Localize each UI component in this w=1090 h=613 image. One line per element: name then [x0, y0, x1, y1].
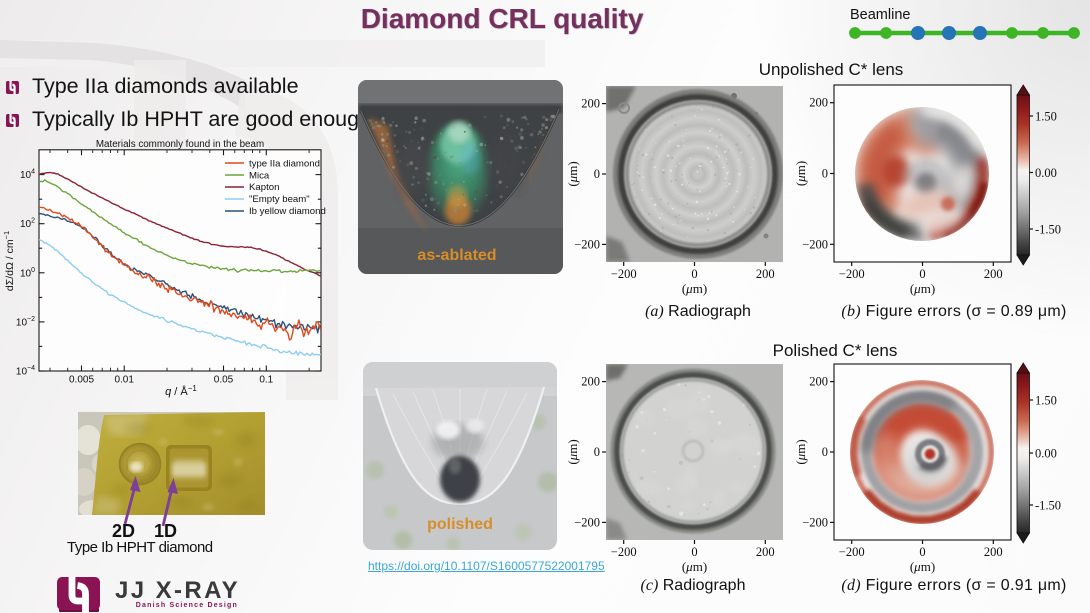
- svg-text:Kapton: Kapton: [249, 182, 279, 193]
- svg-text:(d) Figure errors (σ = 0.91 μm: (d) Figure errors (σ = 0.91 μm): [841, 577, 1066, 594]
- svg-text:q / Å−1: q / Å−1: [165, 384, 197, 398]
- svg-text:(μm): (μm): [565, 161, 580, 186]
- svg-text:polished: polished: [427, 516, 493, 533]
- svg-text:(a) Radiograph: (a) Radiograph: [645, 303, 751, 320]
- svg-text:Mica: Mica: [249, 170, 270, 181]
- svg-text:−200: −200: [611, 545, 637, 559]
- svg-text:104: 104: [20, 169, 35, 182]
- svg-text:−200: −200: [839, 545, 865, 559]
- svg-text:200: 200: [581, 375, 600, 389]
- svg-text:200: 200: [809, 96, 828, 110]
- svg-text:0: 0: [594, 167, 600, 181]
- svg-text:−200: −200: [802, 237, 828, 251]
- svg-text:200: 200: [581, 97, 600, 111]
- svg-text:as-ablated: as-ablated: [417, 247, 496, 264]
- svg-text:(μm): (μm): [910, 559, 935, 574]
- svg-text:0.005: 0.005: [69, 375, 94, 386]
- svg-text:10−2: 10−2: [16, 316, 35, 329]
- svg-text:(b) Figure errors (σ = 0.89 μm: (b) Figure errors (σ = 0.89 μm): [841, 303, 1066, 320]
- svg-text:-1.50: -1.50: [1035, 499, 1061, 513]
- svg-text:100: 100: [20, 267, 35, 280]
- svg-text:200: 200: [809, 375, 828, 389]
- svg-text:0: 0: [691, 267, 697, 281]
- svg-text:dΣ/dΩ / cm−1: dΣ/dΩ / cm−1: [2, 231, 16, 291]
- svg-text:1.50: 1.50: [1035, 394, 1057, 408]
- svg-text:Ib yellow diamond: Ib yellow diamond: [249, 206, 326, 217]
- svg-text:−200: −200: [839, 267, 865, 281]
- svg-text:−200: −200: [574, 515, 600, 529]
- svg-text:Unpolished C* lens: Unpolished C* lens: [759, 60, 904, 79]
- svg-text:0.00: 0.00: [1035, 447, 1057, 461]
- svg-text:(μm): (μm): [682, 281, 707, 296]
- svg-text:Beamline: Beamline: [850, 7, 910, 23]
- svg-text:200: 200: [756, 267, 775, 281]
- svg-text:Materials commonly found in th: Materials commonly found in the beam: [96, 139, 264, 150]
- svg-text:0.05: 0.05: [214, 375, 234, 386]
- svg-text:(c) Radiograph: (c) Radiograph: [641, 577, 746, 594]
- svg-text:−200: −200: [574, 237, 600, 251]
- svg-text:Polished C* lens: Polished C* lens: [773, 341, 898, 360]
- svg-text:0: 0: [691, 545, 697, 559]
- svg-text:(μm): (μm): [682, 559, 707, 574]
- svg-text:102: 102: [20, 218, 35, 231]
- svg-text:200: 200: [984, 545, 1003, 559]
- svg-text:200: 200: [756, 545, 775, 559]
- svg-text:0: 0: [822, 445, 828, 459]
- svg-text:−200: −200: [611, 267, 637, 281]
- svg-text:0: 0: [919, 545, 925, 559]
- svg-text:1.50: 1.50: [1035, 110, 1057, 124]
- svg-text:-1.50: -1.50: [1035, 223, 1061, 237]
- svg-text:0.1: 0.1: [259, 375, 273, 386]
- svg-text:"Empty beam": "Empty beam": [249, 194, 310, 205]
- svg-text:0: 0: [594, 445, 600, 459]
- svg-text:200: 200: [984, 267, 1003, 281]
- svg-text:10−4: 10−4: [16, 365, 35, 378]
- svg-text:(μm): (μm): [910, 281, 935, 296]
- svg-text:0.00: 0.00: [1035, 166, 1057, 180]
- svg-text:0: 0: [822, 167, 828, 181]
- svg-text:−200: −200: [802, 515, 828, 529]
- svg-text:(μm): (μm): [565, 439, 580, 464]
- svg-text:(μm): (μm): [793, 161, 808, 186]
- svg-text:0: 0: [919, 267, 925, 281]
- svg-text:type IIa diamond: type IIa diamond: [249, 158, 320, 169]
- svg-text:(μm): (μm): [793, 439, 808, 464]
- svg-text:0.01: 0.01: [114, 375, 134, 386]
